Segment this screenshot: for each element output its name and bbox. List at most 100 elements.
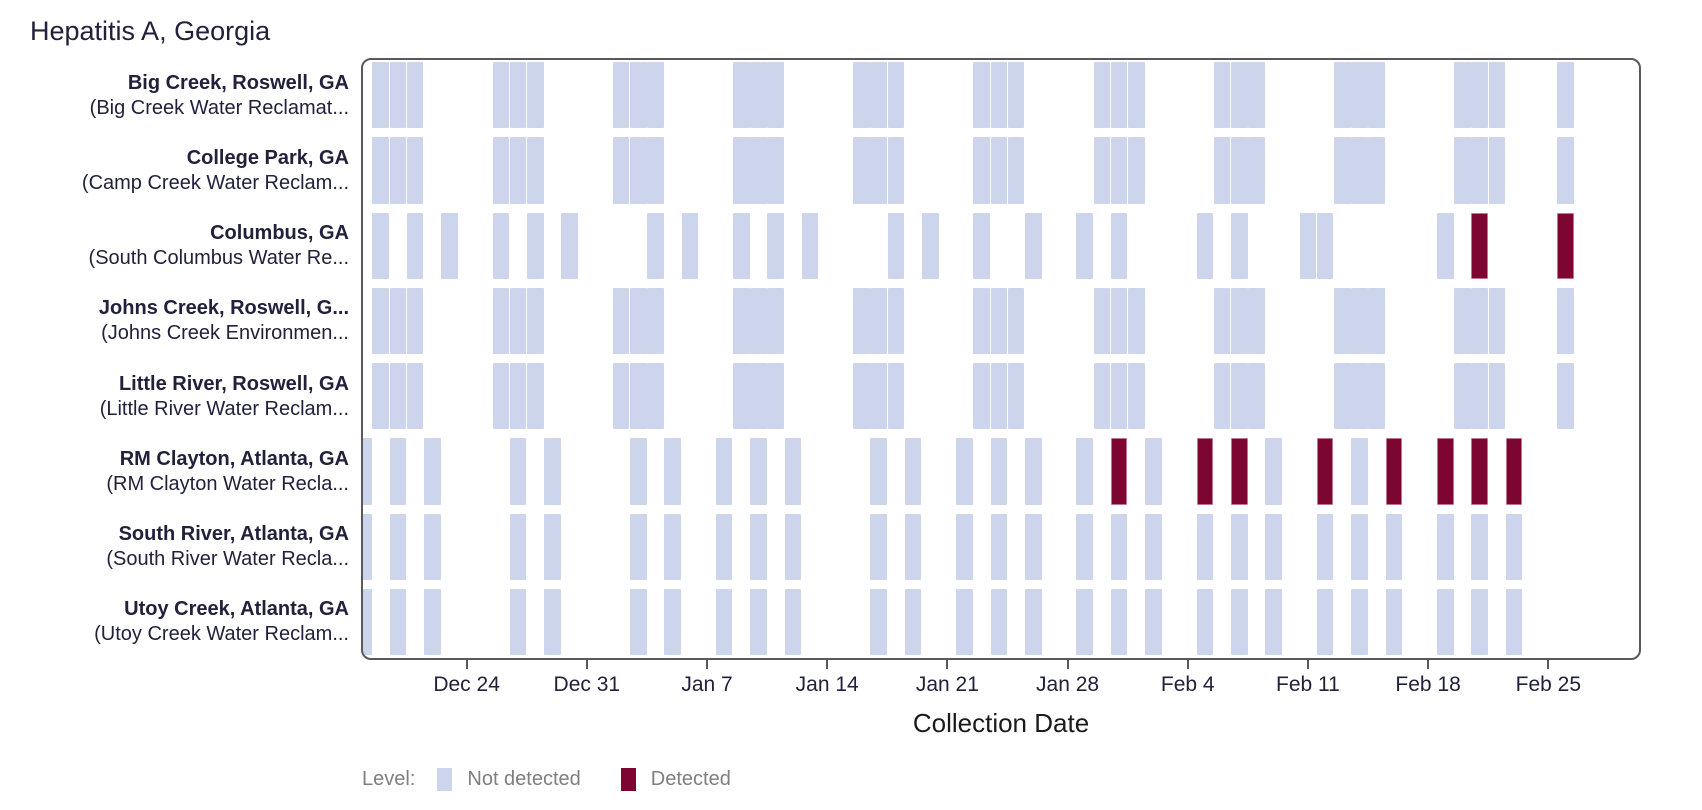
sample-tile[interactable]	[750, 513, 767, 580]
sample-tile[interactable]	[1110, 588, 1128, 655]
sample-tile[interactable]	[1007, 137, 1025, 204]
sample-tile[interactable]	[647, 212, 664, 279]
sample-tile[interactable]	[372, 62, 390, 129]
sample-tile[interactable]	[1024, 438, 1042, 505]
sample-tile[interactable]	[1230, 287, 1248, 354]
sample-tile[interactable]	[1385, 588, 1403, 655]
sample-tile[interactable]	[784, 513, 802, 580]
sample-tile[interactable]	[750, 287, 767, 354]
sample-tile[interactable]	[767, 287, 784, 354]
sample-tile[interactable]	[1557, 287, 1574, 354]
sample-tile[interactable]	[767, 363, 784, 430]
sample-tile[interactable]	[784, 438, 802, 505]
sample-tile[interactable]	[406, 212, 424, 279]
sample-tile[interactable]	[509, 137, 527, 204]
sample-tile[interactable]	[1316, 438, 1334, 505]
sample-tile[interactable]	[1471, 363, 1488, 430]
sample-tile[interactable]	[527, 62, 544, 129]
sample-tile[interactable]	[423, 438, 441, 505]
sample-tile[interactable]	[750, 137, 767, 204]
sample-tile[interactable]	[1316, 513, 1334, 580]
sample-tile[interactable]	[1110, 363, 1128, 430]
sample-tile[interactable]	[527, 137, 544, 204]
sample-tile[interactable]	[870, 513, 887, 580]
sample-tile[interactable]	[1505, 588, 1523, 655]
sample-tile[interactable]	[1110, 287, 1128, 354]
sample-tile[interactable]	[612, 62, 630, 129]
sample-tile[interactable]	[1110, 438, 1128, 505]
sample-tile[interactable]	[647, 137, 664, 204]
sample-tile[interactable]	[1196, 588, 1214, 655]
sample-tile[interactable]	[423, 588, 441, 655]
sample-tile[interactable]	[630, 287, 647, 354]
sample-tile[interactable]	[681, 212, 699, 279]
sample-tile[interactable]	[492, 287, 510, 354]
sample-tile[interactable]	[733, 137, 750, 204]
sample-tile[interactable]	[1230, 588, 1248, 655]
sample-tile[interactable]	[389, 438, 407, 505]
sample-tile[interactable]	[372, 212, 390, 279]
sample-tile[interactable]	[361, 513, 372, 580]
sample-tile[interactable]	[784, 588, 802, 655]
sample-tile[interactable]	[1076, 513, 1094, 580]
sample-tile[interactable]	[1333, 137, 1351, 204]
sample-tile[interactable]	[990, 363, 1008, 430]
sample-tile[interactable]	[527, 287, 544, 354]
sample-tile[interactable]	[973, 287, 990, 354]
sample-tile[interactable]	[630, 513, 647, 580]
sample-tile[interactable]	[1265, 438, 1282, 505]
sample-tile[interactable]	[1230, 137, 1248, 204]
sample-tile[interactable]	[630, 438, 647, 505]
sample-tile[interactable]	[715, 588, 733, 655]
sample-tile[interactable]	[361, 588, 372, 655]
sample-tile[interactable]	[1471, 438, 1488, 505]
sample-tile[interactable]	[1488, 62, 1506, 129]
sample-tile[interactable]	[406, 62, 424, 129]
sample-tile[interactable]	[1333, 363, 1351, 430]
sample-tile[interactable]	[441, 212, 458, 279]
sample-tile[interactable]	[1454, 62, 1471, 129]
sample-tile[interactable]	[630, 62, 647, 129]
sample-tile[interactable]	[870, 287, 887, 354]
sample-tile[interactable]	[1299, 212, 1317, 279]
sample-tile[interactable]	[1145, 513, 1162, 580]
sample-tile[interactable]	[1333, 287, 1351, 354]
sample-tile[interactable]	[1505, 513, 1523, 580]
sample-tile[interactable]	[990, 513, 1008, 580]
sample-tile[interactable]	[389, 363, 407, 430]
sample-tile[interactable]	[887, 137, 905, 204]
sample-tile[interactable]	[1437, 513, 1454, 580]
sample-tile[interactable]	[956, 588, 973, 655]
sample-tile[interactable]	[1248, 137, 1265, 204]
sample-tile[interactable]	[630, 137, 647, 204]
sample-tile[interactable]	[1093, 363, 1111, 430]
sample-tile[interactable]	[750, 62, 767, 129]
sample-tile[interactable]	[389, 137, 407, 204]
sample-tile[interactable]	[664, 513, 681, 580]
sample-tile[interactable]	[767, 137, 784, 204]
sample-tile[interactable]	[1368, 137, 1385, 204]
sample-tile[interactable]	[990, 588, 1008, 655]
sample-tile[interactable]	[990, 287, 1008, 354]
sample-tile[interactable]	[361, 438, 372, 505]
sample-tile[interactable]	[887, 62, 905, 129]
sample-tile[interactable]	[1248, 62, 1265, 129]
sample-tile[interactable]	[544, 438, 561, 505]
sample-tile[interactable]	[406, 363, 424, 430]
sample-tile[interactable]	[1471, 212, 1488, 279]
sample-tile[interactable]	[1127, 137, 1145, 204]
sample-tile[interactable]	[733, 62, 750, 129]
sample-tile[interactable]	[1471, 62, 1488, 129]
sample-tile[interactable]	[1093, 62, 1111, 129]
sample-tile[interactable]	[406, 137, 424, 204]
sample-tile[interactable]	[1385, 513, 1403, 580]
sample-tile[interactable]	[956, 438, 973, 505]
sample-tile[interactable]	[423, 513, 441, 580]
sample-tile[interactable]	[1333, 62, 1351, 129]
sample-tile[interactable]	[509, 513, 527, 580]
sample-tile[interactable]	[973, 212, 990, 279]
sample-tile[interactable]	[1368, 62, 1385, 129]
sample-tile[interactable]	[1024, 588, 1042, 655]
sample-tile[interactable]	[767, 62, 784, 129]
sample-tile[interactable]	[1488, 137, 1506, 204]
